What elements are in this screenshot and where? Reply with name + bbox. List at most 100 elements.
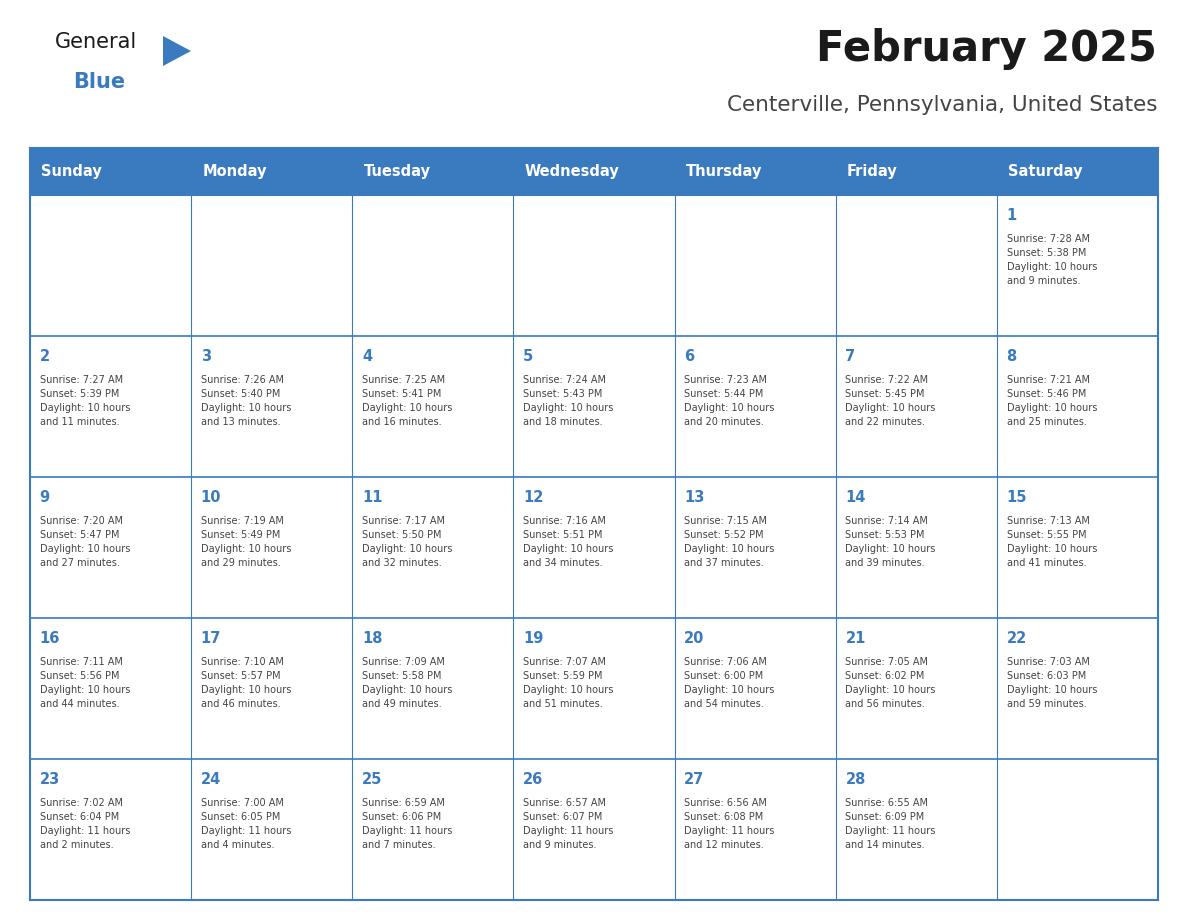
Text: 5: 5 xyxy=(523,349,533,364)
Text: Sunrise: 7:15 AM
Sunset: 5:52 PM
Daylight: 10 hours
and 37 minutes.: Sunrise: 7:15 AM Sunset: 5:52 PM Dayligh… xyxy=(684,517,775,568)
Text: 19: 19 xyxy=(523,631,543,645)
Text: 22: 22 xyxy=(1006,631,1026,645)
Text: Sunrise: 7:24 AM
Sunset: 5:43 PM
Daylight: 10 hours
and 18 minutes.: Sunrise: 7:24 AM Sunset: 5:43 PM Dayligh… xyxy=(523,375,613,428)
Text: Sunrise: 7:02 AM
Sunset: 6:04 PM
Daylight: 11 hours
and 2 minutes.: Sunrise: 7:02 AM Sunset: 6:04 PM Dayligh… xyxy=(39,799,129,850)
Bar xyxy=(675,336,835,477)
Text: 10: 10 xyxy=(201,489,221,505)
Bar xyxy=(513,477,675,618)
Text: Sunrise: 7:28 AM
Sunset: 5:38 PM
Daylight: 10 hours
and 9 minutes.: Sunrise: 7:28 AM Sunset: 5:38 PM Dayligh… xyxy=(1006,234,1097,286)
Text: Sunrise: 7:07 AM
Sunset: 5:59 PM
Daylight: 10 hours
and 51 minutes.: Sunrise: 7:07 AM Sunset: 5:59 PM Dayligh… xyxy=(523,657,613,710)
Text: Tuesday: Tuesday xyxy=(364,164,430,179)
Text: Centerville, Pennsylvania, United States: Centerville, Pennsylvania, United States xyxy=(727,95,1157,115)
Bar xyxy=(675,148,835,195)
Text: Saturday: Saturday xyxy=(1009,164,1082,179)
Text: 11: 11 xyxy=(362,489,383,505)
Text: February 2025: February 2025 xyxy=(816,28,1157,70)
Text: 4: 4 xyxy=(362,349,372,364)
Text: 2: 2 xyxy=(39,349,50,364)
Bar xyxy=(675,618,835,759)
Text: 18: 18 xyxy=(362,631,383,645)
Bar xyxy=(30,148,191,195)
Bar xyxy=(675,195,835,336)
Bar xyxy=(997,477,1158,618)
Text: Blue: Blue xyxy=(72,72,125,92)
Bar xyxy=(997,336,1158,477)
Text: Sunrise: 7:23 AM
Sunset: 5:44 PM
Daylight: 10 hours
and 20 minutes.: Sunrise: 7:23 AM Sunset: 5:44 PM Dayligh… xyxy=(684,375,775,428)
Bar xyxy=(30,759,191,900)
Text: Sunrise: 6:56 AM
Sunset: 6:08 PM
Daylight: 11 hours
and 12 minutes.: Sunrise: 6:56 AM Sunset: 6:08 PM Dayligh… xyxy=(684,799,775,850)
Bar xyxy=(353,148,513,195)
Bar xyxy=(353,336,513,477)
Bar xyxy=(30,477,191,618)
Text: Sunrise: 7:16 AM
Sunset: 5:51 PM
Daylight: 10 hours
and 34 minutes.: Sunrise: 7:16 AM Sunset: 5:51 PM Dayligh… xyxy=(523,517,613,568)
Text: 14: 14 xyxy=(846,489,866,505)
Text: Sunrise: 7:20 AM
Sunset: 5:47 PM
Daylight: 10 hours
and 27 minutes.: Sunrise: 7:20 AM Sunset: 5:47 PM Dayligh… xyxy=(39,517,129,568)
Text: Sunrise: 7:13 AM
Sunset: 5:55 PM
Daylight: 10 hours
and 41 minutes.: Sunrise: 7:13 AM Sunset: 5:55 PM Dayligh… xyxy=(1006,517,1097,568)
Bar xyxy=(353,618,513,759)
Text: Sunrise: 7:03 AM
Sunset: 6:03 PM
Daylight: 10 hours
and 59 minutes.: Sunrise: 7:03 AM Sunset: 6:03 PM Dayligh… xyxy=(1006,657,1097,710)
Bar xyxy=(513,336,675,477)
Text: Sunrise: 7:17 AM
Sunset: 5:50 PM
Daylight: 10 hours
and 32 minutes.: Sunrise: 7:17 AM Sunset: 5:50 PM Dayligh… xyxy=(362,517,453,568)
Bar xyxy=(835,477,997,618)
Text: 7: 7 xyxy=(846,349,855,364)
Text: 28: 28 xyxy=(846,772,866,787)
Bar xyxy=(513,618,675,759)
Bar xyxy=(353,759,513,900)
Bar xyxy=(835,759,997,900)
Text: 23: 23 xyxy=(39,772,59,787)
Text: 9: 9 xyxy=(39,489,50,505)
Bar xyxy=(191,336,353,477)
Bar xyxy=(353,195,513,336)
Text: 13: 13 xyxy=(684,489,704,505)
Text: 12: 12 xyxy=(523,489,543,505)
Bar xyxy=(30,336,191,477)
Text: Wednesday: Wednesday xyxy=(525,164,619,179)
Bar xyxy=(835,618,997,759)
Text: Sunday: Sunday xyxy=(42,164,102,179)
Text: 3: 3 xyxy=(201,349,211,364)
Text: 20: 20 xyxy=(684,631,704,645)
Bar xyxy=(675,759,835,900)
Bar xyxy=(835,336,997,477)
Text: Sunrise: 7:00 AM
Sunset: 6:05 PM
Daylight: 11 hours
and 4 minutes.: Sunrise: 7:00 AM Sunset: 6:05 PM Dayligh… xyxy=(201,799,291,850)
Text: Sunrise: 7:10 AM
Sunset: 5:57 PM
Daylight: 10 hours
and 46 minutes.: Sunrise: 7:10 AM Sunset: 5:57 PM Dayligh… xyxy=(201,657,291,710)
Text: Sunrise: 7:22 AM
Sunset: 5:45 PM
Daylight: 10 hours
and 22 minutes.: Sunrise: 7:22 AM Sunset: 5:45 PM Dayligh… xyxy=(846,375,936,428)
Text: 8: 8 xyxy=(1006,349,1017,364)
Text: 1: 1 xyxy=(1006,207,1017,223)
Text: Sunrise: 7:21 AM
Sunset: 5:46 PM
Daylight: 10 hours
and 25 minutes.: Sunrise: 7:21 AM Sunset: 5:46 PM Dayligh… xyxy=(1006,375,1097,428)
Bar xyxy=(191,195,353,336)
Bar xyxy=(30,195,191,336)
Text: Sunrise: 7:05 AM
Sunset: 6:02 PM
Daylight: 10 hours
and 56 minutes.: Sunrise: 7:05 AM Sunset: 6:02 PM Dayligh… xyxy=(846,657,936,710)
Text: Sunrise: 6:57 AM
Sunset: 6:07 PM
Daylight: 11 hours
and 9 minutes.: Sunrise: 6:57 AM Sunset: 6:07 PM Dayligh… xyxy=(523,799,613,850)
Bar xyxy=(997,759,1158,900)
Bar xyxy=(30,618,191,759)
Bar xyxy=(835,148,997,195)
Text: Sunrise: 7:14 AM
Sunset: 5:53 PM
Daylight: 10 hours
and 39 minutes.: Sunrise: 7:14 AM Sunset: 5:53 PM Dayligh… xyxy=(846,517,936,568)
Text: 24: 24 xyxy=(201,772,221,787)
Bar xyxy=(997,148,1158,195)
Bar xyxy=(191,759,353,900)
Text: 25: 25 xyxy=(362,772,383,787)
Bar xyxy=(997,618,1158,759)
Text: Sunrise: 7:26 AM
Sunset: 5:40 PM
Daylight: 10 hours
and 13 minutes.: Sunrise: 7:26 AM Sunset: 5:40 PM Dayligh… xyxy=(201,375,291,428)
Text: Sunrise: 7:11 AM
Sunset: 5:56 PM
Daylight: 10 hours
and 44 minutes.: Sunrise: 7:11 AM Sunset: 5:56 PM Dayligh… xyxy=(39,657,129,710)
Text: Monday: Monday xyxy=(202,164,267,179)
Text: Sunrise: 7:19 AM
Sunset: 5:49 PM
Daylight: 10 hours
and 29 minutes.: Sunrise: 7:19 AM Sunset: 5:49 PM Dayligh… xyxy=(201,517,291,568)
Text: Sunrise: 7:25 AM
Sunset: 5:41 PM
Daylight: 10 hours
and 16 minutes.: Sunrise: 7:25 AM Sunset: 5:41 PM Dayligh… xyxy=(362,375,453,428)
Bar xyxy=(835,195,997,336)
Text: General: General xyxy=(55,32,138,52)
Text: Friday: Friday xyxy=(847,164,898,179)
Bar xyxy=(353,477,513,618)
Bar xyxy=(191,618,353,759)
Text: 16: 16 xyxy=(39,631,61,645)
Text: Sunrise: 6:55 AM
Sunset: 6:09 PM
Daylight: 11 hours
and 14 minutes.: Sunrise: 6:55 AM Sunset: 6:09 PM Dayligh… xyxy=(846,799,936,850)
Bar xyxy=(191,477,353,618)
Bar xyxy=(513,195,675,336)
Text: 17: 17 xyxy=(201,631,221,645)
Text: 6: 6 xyxy=(684,349,694,364)
Bar xyxy=(513,759,675,900)
Text: Sunrise: 6:59 AM
Sunset: 6:06 PM
Daylight: 11 hours
and 7 minutes.: Sunrise: 6:59 AM Sunset: 6:06 PM Dayligh… xyxy=(362,799,453,850)
Text: 21: 21 xyxy=(846,631,866,645)
Bar xyxy=(513,148,675,195)
Bar xyxy=(675,477,835,618)
